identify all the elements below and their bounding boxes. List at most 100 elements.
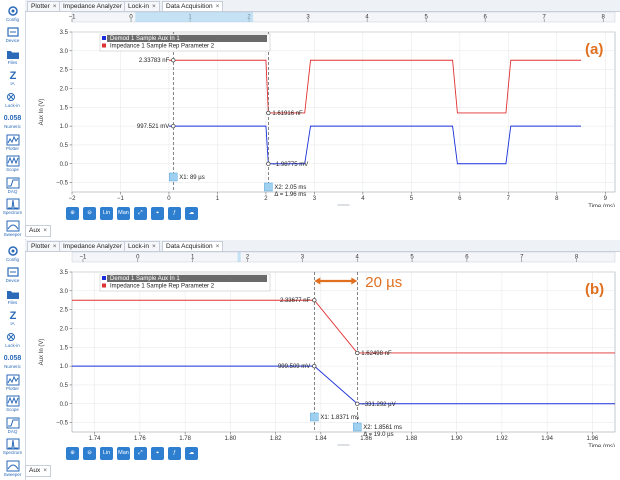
chart-b[interactable]: −1 0 1 2 3 4 5 6 7 8 1.74 1.76 1.78 1.80 1.82 1.84 1.86 1…: [25, 252, 620, 447]
tab-plotter[interactable]: Plotter ×: [27, 241, 61, 251]
cloud-icon[interactable]: ☁: [185, 447, 198, 460]
sidebar-item-label: Numeric: [4, 124, 21, 129]
sidebar-item-daq[interactable]: DAQ: [1, 174, 24, 196]
divider: [0, 237, 620, 239]
panel-label: (b): [585, 281, 604, 298]
sidebar-item-sweeper[interactable]: Sweeper: [1, 457, 24, 479]
sidebar-item-ia[interactable]: Z IA: [1, 307, 24, 329]
legend-highlight: [107, 275, 267, 282]
sidebar-item-numeric[interactable]: 0.058 Numeric: [1, 350, 24, 372]
scope-icon: [6, 155, 20, 167]
y-tick-label: 0.5: [60, 383, 69, 389]
cursor-delta: Δ = 19.0 µs: [363, 432, 393, 438]
close-icon[interactable]: ×: [52, 3, 57, 10]
zoom-out-icon[interactable]: ⊖: [83, 207, 96, 220]
tab-aux[interactable]: Aux ×: [25, 225, 51, 237]
tab-data-acquisition[interactable]: Data Acquisition ×: [162, 1, 224, 11]
device-icon: [6, 266, 20, 278]
series-line-2: [168, 59, 582, 114]
zoom-in-icon[interactable]: ⊕: [66, 447, 79, 460]
cursor-icon[interactable]: ⌖: [151, 207, 164, 220]
tab-label: Impedance Analyzer: [63, 3, 122, 10]
svg-text:Z: Z: [9, 70, 16, 81]
sidebar-item-label: Plotter: [5, 145, 19, 151]
zoom-out-icon[interactable]: ⊖: [83, 447, 96, 460]
tab-data-acquisition[interactable]: Data Acquisition ×: [162, 241, 224, 251]
close-icon[interactable]: ×: [43, 467, 47, 474]
x-tick-label: 1: [216, 196, 220, 202]
sidebar-item-plotter[interactable]: Plotter: [1, 131, 24, 153]
tab-plotter[interactable]: Plotter ×: [27, 1, 61, 11]
sidebar-item-label: Scope: [6, 407, 19, 412]
sidebar-item-config[interactable]: Config: [1, 2, 24, 24]
legend: Demod 1 Sample Aux In 1 Impedance 1 Sampl…: [99, 273, 271, 292]
sidebar-item-ia[interactable]: Z IA: [1, 67, 24, 89]
sidebar-item-lock-in[interactable]: Lock-in: [1, 328, 24, 350]
spectrum-icon: [6, 198, 20, 210]
overview-tick-label: 8: [602, 15, 606, 21]
sidebar-item-label: Scope: [6, 167, 19, 172]
sidebar-item-files[interactable]: Files: [1, 285, 24, 307]
sidebar-item-device[interactable]: Device: [1, 24, 24, 46]
legend-swatch: [102, 283, 106, 288]
sidebar-item-files[interactable]: Files: [1, 45, 24, 67]
sidebar-item-label: Spectrum: [2, 210, 23, 215]
sidebar-item-daq[interactable]: DAQ: [1, 414, 24, 436]
math-icon[interactable]: ƒ: [168, 207, 181, 220]
man-button[interactable]: Man: [117, 207, 130, 220]
sidebar-item-label: Sweeper: [3, 471, 22, 477]
sidebar-item-device[interactable]: Device: [1, 264, 24, 286]
math-icon[interactable]: ƒ: [168, 447, 181, 460]
zoom-fit-icon[interactable]: ⤢: [134, 207, 147, 220]
tab-label: Aux: [29, 467, 41, 474]
close-icon[interactable]: ×: [215, 3, 220, 10]
man-button[interactable]: Man: [117, 447, 130, 460]
arrow-head-left: [314, 277, 321, 285]
tab-impedance-analyzer[interactable]: Impedance Analyzer×: [59, 241, 133, 251]
close-icon[interactable]: ×: [43, 227, 47, 234]
y-tick-label: 3.5: [60, 270, 69, 276]
zoom-in-icon[interactable]: ⊕: [66, 207, 79, 220]
marker-point: [312, 363, 317, 369]
close-icon[interactable]: ×: [151, 243, 156, 250]
close-icon[interactable]: ×: [151, 3, 156, 10]
close-icon[interactable]: ×: [215, 243, 220, 250]
x-tick-label: 4: [361, 196, 365, 202]
overview-tick-label: 5: [410, 255, 414, 261]
sidebar-item-sweeper[interactable]: Sweeper: [1, 217, 24, 239]
tab-aux[interactable]: Aux ×: [25, 465, 51, 477]
sidebar-item-scope[interactable]: Scope: [1, 393, 24, 415]
plotter-icon: [6, 134, 20, 146]
sidebar-item-lock-in[interactable]: Lock-in: [1, 88, 24, 110]
sidebar-item-label: Config: [5, 16, 19, 22]
sidebar-item-plotter[interactable]: Plotter: [1, 371, 24, 393]
tab-lock-in[interactable]: Lock-in ×: [124, 241, 160, 251]
zoom-fit-icon[interactable]: ⤢: [134, 447, 147, 460]
sidebar-item-numeric[interactable]: 0.058 Numeric: [1, 110, 24, 132]
legend-entry: Demod 1 Sample Aux In 1: [110, 276, 180, 282]
tab-lock-in[interactable]: Lock-in ×: [124, 1, 160, 11]
x-tick-label: 2: [264, 196, 268, 202]
x-tick-label: 1.94: [541, 436, 553, 442]
panel-b: Config Device Files Z IA Lock-in 0.058 Numeric P…: [0, 240, 620, 480]
chart-a[interactable]: −1012345678−2−10123456789−0.50.00.51.01.…: [25, 12, 620, 207]
cloud-icon[interactable]: ☁: [185, 207, 198, 220]
cursor-icon[interactable]: ⌖: [151, 447, 164, 460]
sidebar-item-scope[interactable]: Scope: [1, 153, 24, 175]
tab-impedance-analyzer[interactable]: Impedance Analyzer×: [59, 1, 133, 11]
sidebar-item-spectrum[interactable]: Spectrum: [1, 436, 24, 458]
close-icon[interactable]: ×: [52, 243, 57, 250]
sidebar-item-spectrum[interactable]: Spectrum: [1, 196, 24, 218]
legend-swatch: [102, 276, 106, 280]
lin-button[interactable]: Lin: [100, 447, 113, 460]
lin-button[interactable]: Lin: [100, 207, 113, 220]
overview-tick-label: 3: [306, 15, 310, 21]
marker-label: −1.98775 mV: [272, 162, 308, 168]
overview-tick-label: −1: [80, 255, 88, 261]
sidebar-item-config[interactable]: Config: [1, 242, 24, 264]
daq-icon: [6, 177, 20, 189]
marker-label: 997.521 mV: [137, 124, 169, 130]
x-tick-label: 0: [167, 196, 171, 202]
marker-point: [355, 350, 360, 356]
legend-entry: Demod 1 Sample Aux In 1: [110, 36, 180, 42]
